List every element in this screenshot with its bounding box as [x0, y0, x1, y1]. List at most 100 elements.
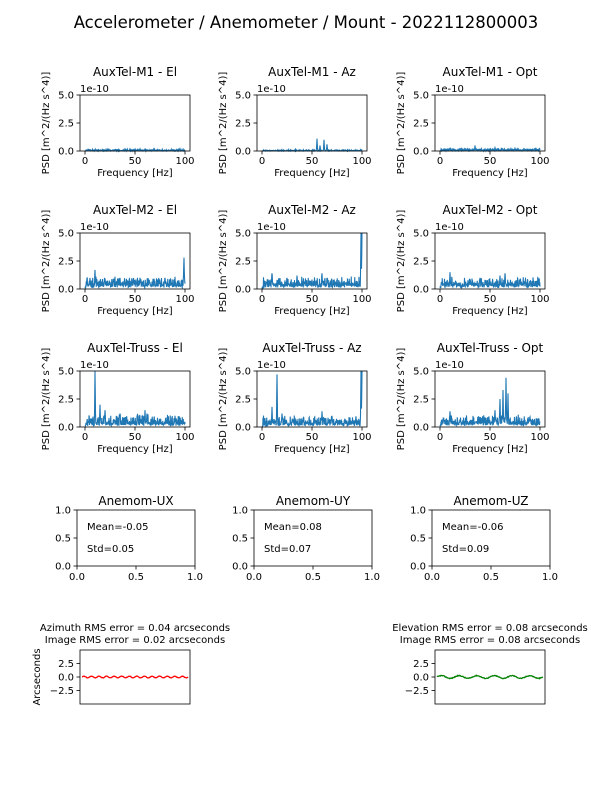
y-tick-label: 5.0	[58, 367, 74, 378]
y-tick-label: 0.5	[55, 534, 71, 545]
x-tick-label: 100	[530, 294, 549, 305]
y-tick-label: 5.0	[413, 229, 429, 240]
anemometer-panel-anem_ux: 0.0 0.5 1.0 0.0 0.5 1.0 Anemom-UX Mean=-0.05 Std…	[55, 494, 203, 583]
offset-label: 1e-10	[435, 222, 464, 233]
x-tick-label: 50	[306, 156, 319, 167]
y-tick-label: 0.0	[413, 423, 429, 434]
y-tick-label: 5.0	[413, 367, 429, 378]
offset-label: 1e-10	[80, 360, 109, 371]
chart-title: AuxTel-M2 - El	[93, 203, 177, 217]
x-tick-label: 100	[352, 432, 371, 443]
x-tick-label: 50	[484, 432, 497, 443]
chart-title: AuxTel-M1 - El	[93, 65, 177, 79]
error-chart-azimuth_err: 2.5 0.0 −2.5 Azimuth RMS error = 0.04 arcse…	[32, 623, 230, 706]
x-tick-label: 0	[437, 156, 443, 167]
x-axis-label: Frequency [Hz]	[452, 306, 528, 317]
x-axis-label: Frequency [Hz]	[452, 444, 528, 455]
x-tick-label: 100	[352, 156, 371, 167]
x-axis-label: Frequency [Hz]	[274, 168, 350, 179]
x-tick-label: 100	[352, 294, 371, 305]
chart-title: AuxTel-M1 - Opt	[443, 65, 538, 79]
x-axis-label: Frequency [Hz]	[274, 444, 350, 455]
chart-title: Anemom-UY	[276, 494, 351, 508]
error-chart-elevation_err: 2.5 0.0 −2.5 Elevation RMS error = 0.08 arc…	[392, 623, 588, 705]
mean-annotation: Mean=0.08	[264, 522, 322, 533]
y-tick-label: 0.5	[410, 534, 426, 545]
y-tick-label: 5.0	[58, 229, 74, 240]
offset-label: 1e-10	[80, 222, 109, 233]
offset-label: 1e-10	[435, 84, 464, 95]
std-annotation: Std=0.05	[87, 544, 134, 555]
y-axis-label: PSD [m^2/(Hz s^4)]	[41, 348, 52, 451]
psd-chart-m2_az: 0 50 100 0.0 2.5 5.0 1e-10 AuxTel-M2 - Az Freque…	[218, 203, 372, 317]
rms-title-line-2: Image RMS error = 0.02 arcseconds	[45, 635, 225, 646]
elevation-error-line	[436, 674, 544, 680]
y-tick-label: 0.0	[413, 673, 429, 684]
rms-title-line-2: Image RMS error = 0.08 arcseconds	[400, 635, 580, 646]
x-tick-label: 0	[259, 156, 265, 167]
psd-series-line	[261, 232, 363, 290]
x-tick-label: 0	[259, 294, 265, 305]
y-tick-label: 5.0	[413, 91, 429, 102]
y-tick-label: 0.0	[413, 147, 429, 158]
y-axis-label: PSD [m^2/(Hz s^4)]	[218, 348, 229, 451]
psd-series-line	[84, 257, 186, 290]
y-tick-label: 2.5	[58, 257, 74, 268]
y-tick-label: 0.0	[58, 673, 74, 684]
y-axis-label: PSD [m^2/(Hz s^4)]	[396, 210, 407, 313]
x-tick-label: 0.0	[246, 572, 262, 583]
x-tick-label: 0	[82, 294, 88, 305]
x-tick-label: 100	[175, 156, 194, 167]
y-tick-label: 2.5	[413, 659, 429, 670]
psd-chart-m1_el: 0 50 100 0.0 2.5 5.0 1e-10 AuxTel-M1 - El Freque…	[41, 65, 195, 179]
y-tick-label: 1.0	[410, 506, 426, 517]
x-axis-label: Frequency [Hz]	[97, 306, 173, 317]
y-axis-label: PSD [m^2/(Hz s^4)]	[41, 72, 52, 175]
y-tick-label: 2.5	[235, 257, 251, 268]
psd-series-line	[84, 370, 186, 428]
x-tick-label: 50	[484, 156, 497, 167]
y-tick-label: 0.0	[235, 285, 251, 296]
offset-label: 1e-10	[257, 360, 286, 371]
y-tick-label: 2.5	[58, 395, 74, 406]
anemometer-panel-anem_uy: 0.0 0.5 1.0 0.0 0.5 1.0 Anemom-UY Mean=0.08 Std=…	[232, 494, 380, 583]
x-tick-label: 1.0	[542, 572, 558, 583]
y-tick-label: 0.0	[413, 285, 429, 296]
x-tick-label: 100	[530, 156, 549, 167]
figure-title: Accelerometer / Anemometer / Mount - 202…	[74, 13, 539, 32]
y-tick-label: 0.0	[58, 423, 74, 434]
y-tick-label: 0.0	[410, 562, 426, 573]
y-tick-label: 2.5	[58, 119, 74, 130]
y-tick-label: 5.0	[58, 91, 74, 102]
x-axis-label: Frequency [Hz]	[452, 168, 528, 179]
x-tick-label: 0	[437, 432, 443, 443]
mean-annotation: Mean=-0.06	[442, 522, 504, 533]
chart-title: AuxTel-M2 - Opt	[443, 203, 538, 217]
psd-chart-m1_opt: 0 50 100 0.0 2.5 5.0 1e-10 AuxTel-M1 - Opt Frequ…	[396, 65, 550, 179]
y-tick-label: 1.0	[232, 506, 248, 517]
x-tick-label: 0	[259, 432, 265, 443]
x-tick-label: 50	[129, 432, 142, 443]
x-tick-label: 100	[175, 294, 194, 305]
y-tick-label: 2.5	[235, 119, 251, 130]
anemometer-panel-anem_uz: 0.0 0.5 1.0 0.0 0.5 1.0 Anemom-UZ Mean=-0.06 Std…	[410, 494, 558, 583]
y-tick-label: 0.0	[232, 562, 248, 573]
x-tick-label: 0	[437, 294, 443, 305]
y-tick-label: 5.0	[235, 229, 251, 240]
x-axis-label: Frequency [Hz]	[97, 168, 173, 179]
y-tick-label: 5.0	[235, 91, 251, 102]
y-axis-label: PSD [m^2/(Hz s^4)]	[396, 72, 407, 175]
y-tick-label: 2.5	[58, 659, 74, 670]
x-tick-label: 0.0	[69, 572, 85, 583]
chart-title: AuxTel-M2 - Az	[268, 203, 356, 217]
y-axis-label: PSD [m^2/(Hz s^4)]	[218, 72, 229, 175]
chart-title: Anemom-UZ	[453, 494, 528, 508]
y-tick-label: 2.5	[413, 395, 429, 406]
rms-title-line-1: Azimuth RMS error = 0.04 arcseconds	[40, 623, 230, 634]
chart-title: AuxTel-Truss - Opt	[437, 341, 544, 355]
y-axis-label: PSD [m^2/(Hz s^4)]	[218, 210, 229, 313]
chart-title: Anemom-UX	[98, 494, 173, 508]
y-tick-label: 2.5	[235, 395, 251, 406]
y-tick-label: 0.0	[58, 285, 74, 296]
